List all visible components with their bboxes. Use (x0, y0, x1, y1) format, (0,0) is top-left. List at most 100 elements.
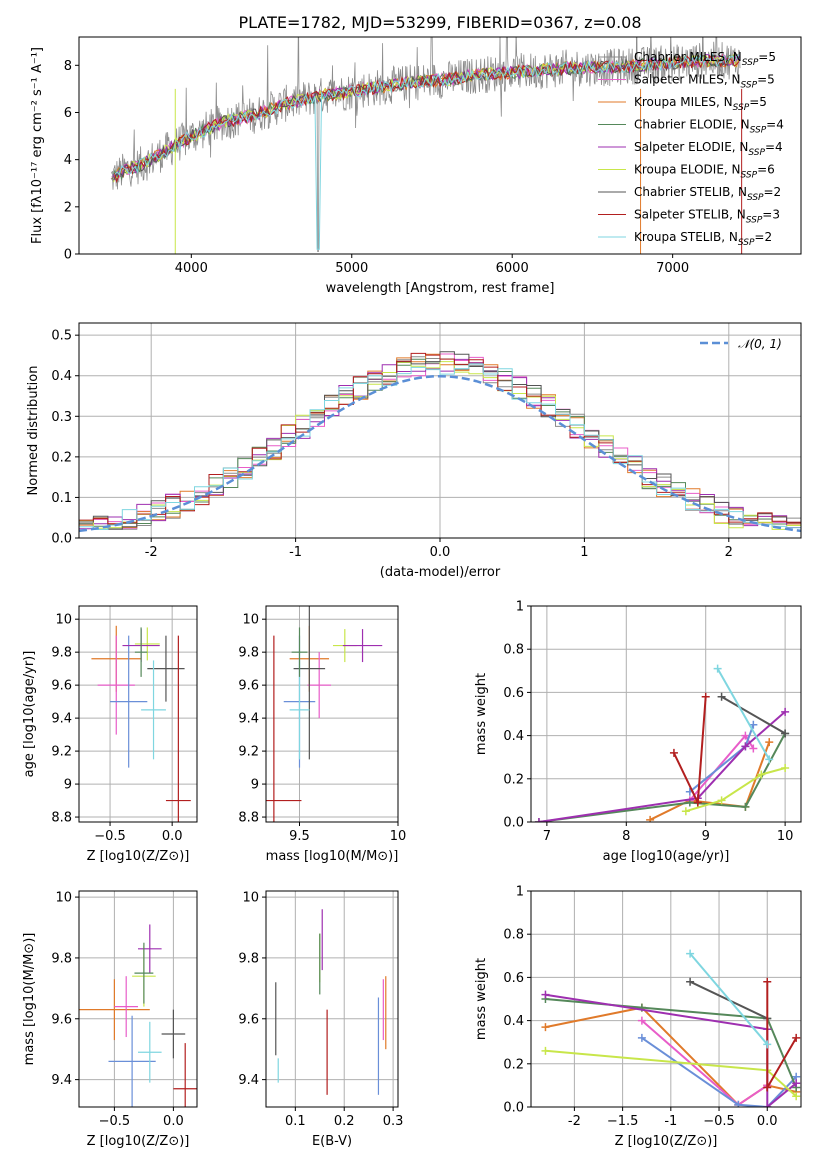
series-line (641, 1037, 797, 1107)
y-tick-label: 9.4 (238, 1073, 259, 1088)
series-line (766, 981, 798, 1092)
axes-mass_vs_Z: −0.5 0.0 9.4 9.6 9.8 10 Z [log10(Z/Z⊙)] mass [l… (22, 890, 198, 1149)
axes-spectrum: 4000 5000 6000 7000 0 2 4 6 8 wavelength [Angstro… (30, 36, 802, 296)
y-tick-label: 9.6 (238, 1012, 259, 1027)
y-tick-label: 6 (64, 106, 72, 121)
x-tick-label: 5000 (335, 261, 368, 276)
y-tick-label: 0 (64, 248, 72, 263)
series-marker (701, 692, 710, 701)
x-tick-label: 1 (580, 545, 588, 560)
y-tick-label: 1 (516, 600, 524, 615)
series-marker (765, 755, 774, 764)
series-marker (686, 949, 695, 958)
y-axis-label: mass weight (474, 673, 489, 755)
data-point (97, 635, 135, 735)
legend-sub: SSP (747, 193, 764, 203)
x-axis-label: Z [log10(Z/Z⊙)] (615, 1134, 718, 1149)
series-line (685, 767, 786, 813)
x-tick-label: −0.5 (99, 1114, 131, 1129)
axes-frame (530, 890, 802, 1108)
data-point (173, 1043, 197, 1107)
x-tick-label: -2 (145, 545, 158, 560)
series-marker (717, 796, 726, 805)
y-tick-label: 0.0 (503, 816, 524, 831)
x-tick-label: -1 (664, 1114, 677, 1129)
x-axis-label: Z [log10(Z/Z⊙)] (87, 1134, 190, 1149)
x-tick-label: 7000 (656, 261, 689, 276)
series-marker (713, 664, 722, 673)
legend-value: =5 (757, 73, 775, 87)
series-line (641, 1019, 768, 1107)
x-tick-label: 0.0 (163, 1114, 184, 1129)
legend-sub: SSP (746, 216, 763, 226)
legend-name: Salpeter ELODIE, N (634, 140, 748, 154)
axes-frame (78, 605, 198, 823)
series-marker (693, 798, 702, 807)
y-tick-label: 9.6 (51, 1012, 72, 1027)
histogram-step (79, 363, 801, 530)
data-point (79, 979, 150, 1041)
x-tick-label: −1.5 (607, 1114, 639, 1129)
legend-entry: Salpeter MILES, NSSP=5 (634, 73, 775, 91)
y-tick-label: 0.0 (503, 1101, 524, 1116)
y-axis-label: Flux [fλ10⁻¹⁷ erg cm⁻² s⁻¹ A⁻¹] (30, 47, 45, 244)
series-marker (741, 742, 750, 751)
series-line (689, 952, 769, 1046)
legend-value: =5 (758, 50, 776, 64)
series-marker (646, 815, 655, 822)
y-tick-label: 9.2 (51, 745, 72, 760)
plot-area (275, 909, 387, 1095)
x-tick-label: 0.0 (162, 829, 183, 844)
legend-name: Kroupa MILES, N (634, 95, 733, 109)
y-tick-label: 9.6 (51, 679, 72, 694)
y-tick-label: 10 (242, 891, 259, 906)
series-marker (741, 802, 750, 811)
data-point (291, 627, 308, 677)
plot-area (91, 625, 191, 822)
legend-value: =6 (757, 163, 775, 177)
axes-weight_vs_Z: -2 −1.5 -1 −0.5 0.0 0.0 0.2 0.4 0.6 0.8 1 Z [log10(… (474, 885, 802, 1149)
legend-sub: SSP (741, 171, 758, 181)
axes-weight_vs_age: 7 8 9 10 0.0 0.2 0.4 0.6 0.8 1 age [log10(age/yr)]… (474, 600, 802, 864)
x-tick-label: 0.1 (285, 1114, 306, 1129)
plot-area (110, 37, 743, 254)
model-line (114, 54, 740, 184)
legend-value: =4 (765, 140, 783, 154)
y-axis-label: age [log10(age/yr)] (22, 651, 37, 778)
y-tick-label: 10 (242, 613, 259, 628)
legend-sub: SSP (738, 238, 755, 248)
plot-area (534, 664, 790, 822)
plot-area (266, 606, 383, 822)
legend-entry: 𝒩(0, 1) (738, 337, 782, 351)
x-tick-label: 0.0 (757, 1114, 778, 1129)
y-tick-label: 9.4 (51, 1073, 72, 1088)
legend-value: =5 (749, 95, 767, 109)
axes-frame (265, 605, 399, 823)
data-point (134, 627, 148, 677)
axes-frame (78, 890, 198, 1108)
series-marker (637, 1033, 646, 1042)
y-tick-label: 0.8 (503, 928, 524, 943)
y-tick-label: 8 (64, 59, 72, 74)
data-point (342, 629, 383, 663)
axes-frame (78, 322, 802, 539)
legend-name: Salpeter STELIB, N (634, 208, 746, 222)
series-marker (765, 738, 774, 747)
x-tick-label: -2 (568, 1114, 581, 1129)
x-tick-label: 4000 (175, 261, 208, 276)
series-marker (792, 1033, 801, 1042)
x-axis-label: mass [log10(M/M⊙)] (266, 849, 399, 864)
y-tick-label: 9.4 (238, 712, 259, 727)
series-line (538, 732, 786, 822)
legend-sub: SSP (742, 58, 759, 68)
series-line (545, 998, 798, 1088)
y-tick-label: 1 (516, 885, 524, 900)
series-marker (763, 1083, 772, 1092)
legend-sub: SSP (741, 81, 758, 91)
y-tick-label: 9 (64, 778, 72, 793)
y-tick-label: 0.2 (51, 450, 72, 465)
axes-frame (530, 605, 802, 823)
legend-entry: Chabrier ELODIE, NSSP=4 (634, 118, 784, 136)
y-tick-label: 0.6 (503, 686, 524, 701)
x-tick-label: −0.5 (94, 829, 126, 844)
